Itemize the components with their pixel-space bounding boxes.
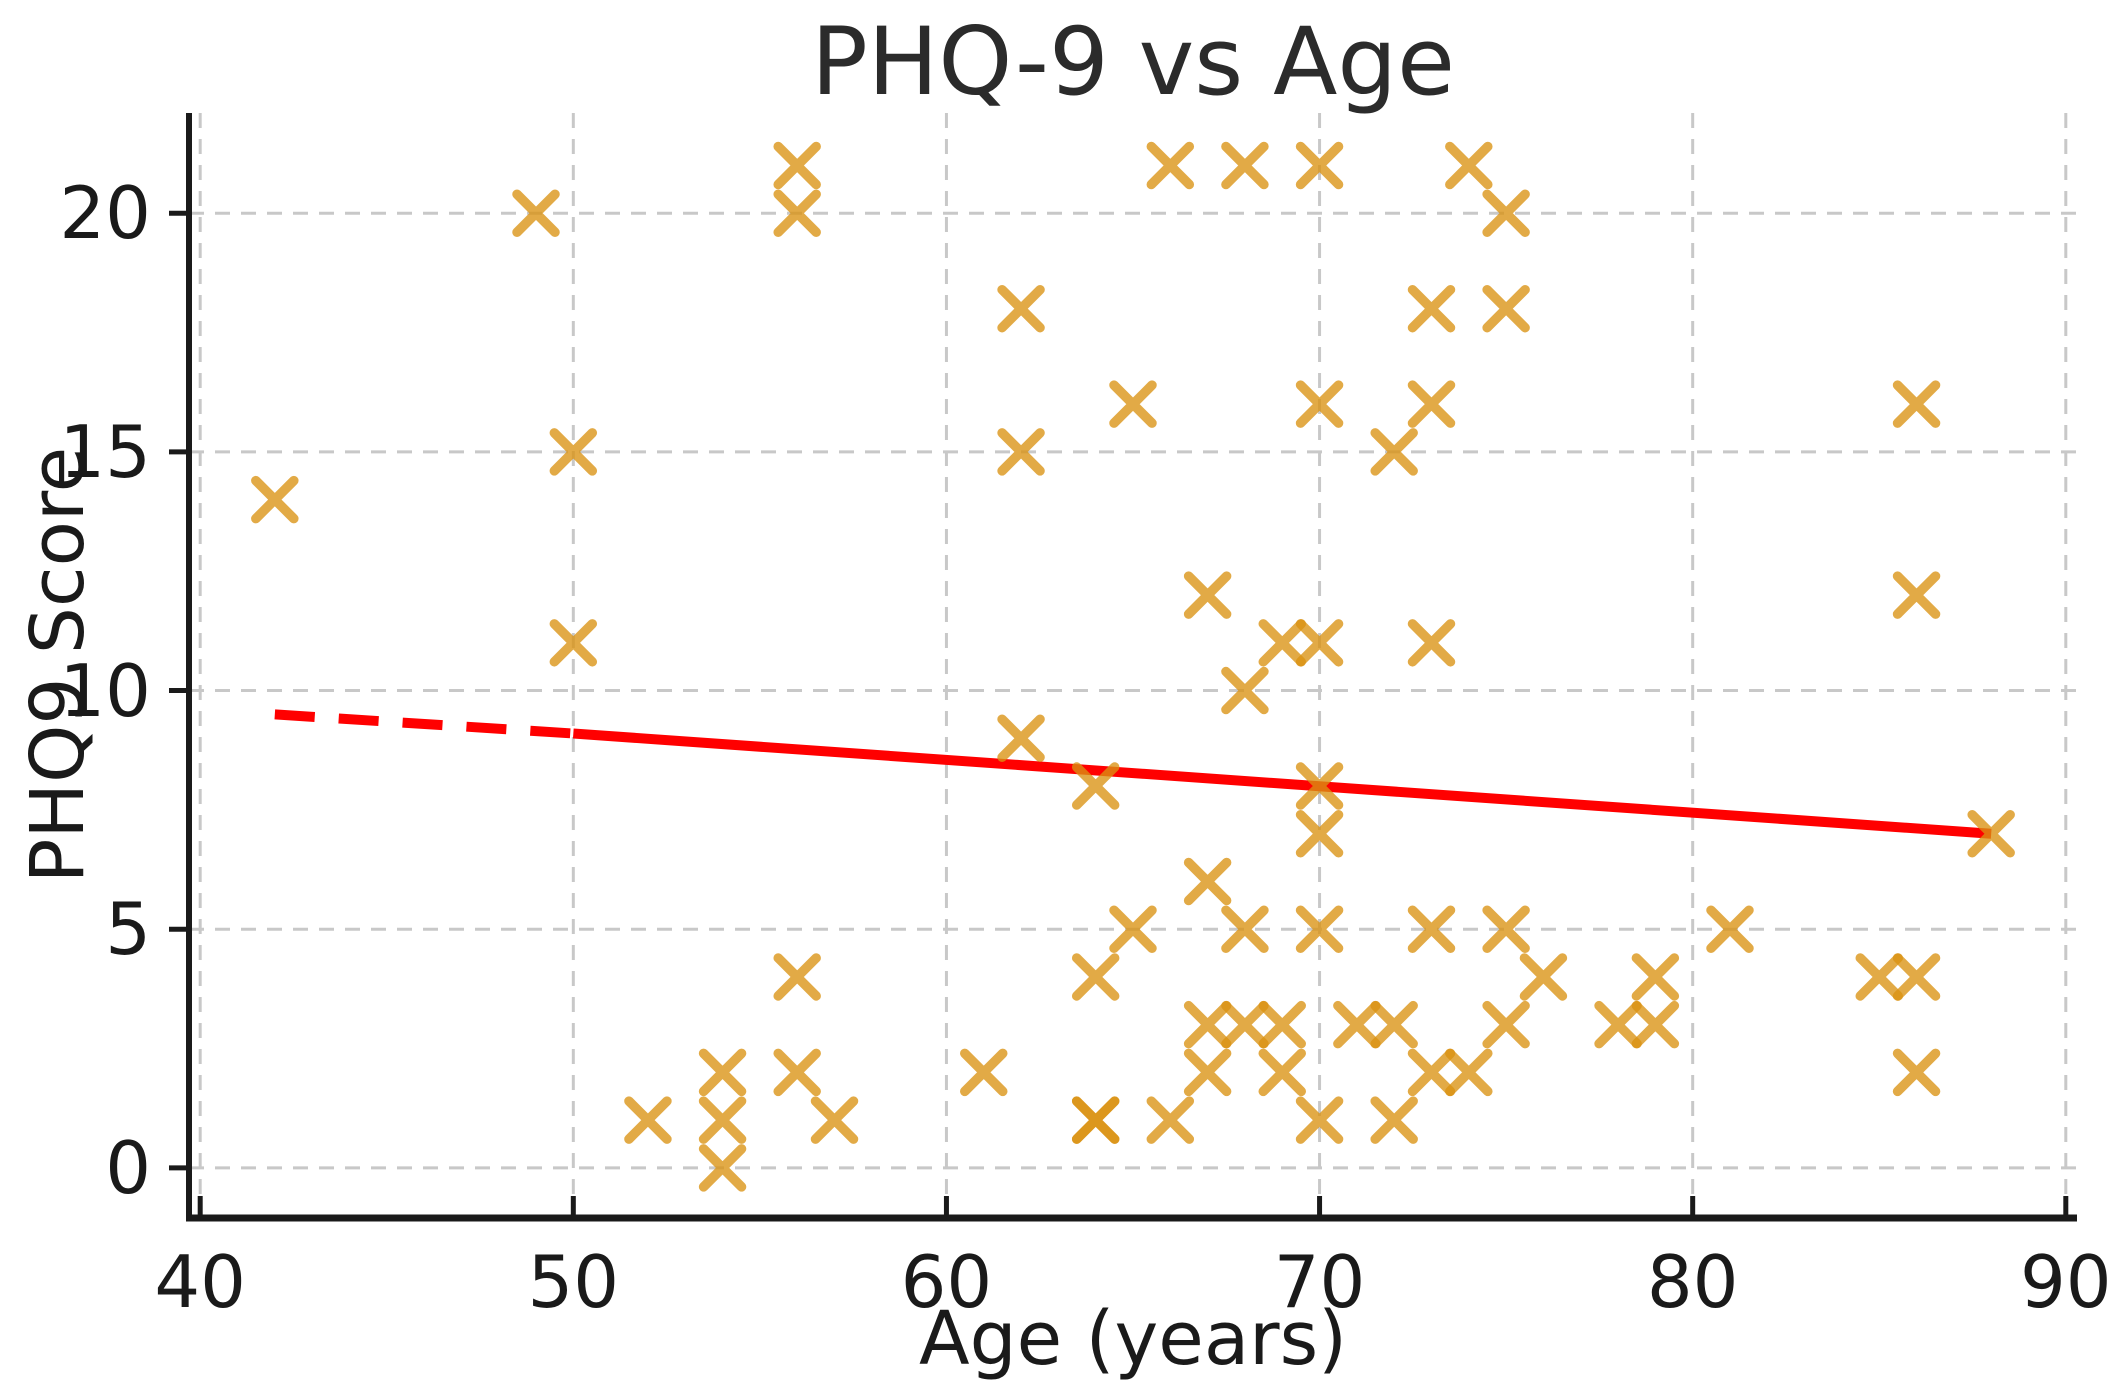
axis-tick-marks — [169, 210, 2069, 1218]
scatter-point — [1631, 953, 1680, 1001]
scatter-point — [1071, 1096, 1120, 1144]
scatter-point — [1482, 1000, 1530, 1049]
scatter-point — [1407, 1048, 1456, 1097]
scatter-point — [773, 1048, 821, 1097]
scatter-point — [698, 1144, 747, 1192]
scatter-point — [1071, 953, 1120, 1001]
scatter-point — [1706, 905, 1754, 953]
scatter-point — [1482, 905, 1530, 953]
x-tick-label: 90 — [2019, 1240, 2112, 1324]
scatter-point — [1445, 1048, 1493, 1097]
scatter-point — [1892, 1048, 1941, 1097]
scatter-point — [1892, 571, 1941, 619]
scatter-point — [1295, 619, 1344, 667]
scatter-point — [997, 428, 1045, 476]
scatter-point — [1221, 141, 1269, 190]
scatter-point — [698, 1048, 747, 1097]
scatter-point — [1370, 1000, 1418, 1049]
trend-line-solid — [572, 728, 1992, 839]
scatter-point — [1295, 762, 1344, 810]
scatter-point — [1221, 666, 1269, 715]
scatter-point — [1221, 1000, 1269, 1049]
scatter-point — [773, 953, 821, 1001]
scatter-point — [1221, 905, 1269, 953]
scatter-point — [1258, 1048, 1306, 1097]
scatter-point — [773, 189, 821, 237]
scatter-point — [1482, 284, 1530, 333]
scatter-point — [810, 1096, 859, 1144]
scatter-point — [1258, 619, 1306, 667]
scatter-point — [251, 475, 299, 524]
scatter-point — [1333, 1000, 1381, 1049]
trend-line-dashed — [274, 709, 574, 739]
scatter-point — [1258, 1000, 1306, 1049]
x-tick-label: 60 — [900, 1240, 993, 1324]
scatter-point — [1407, 905, 1456, 953]
chart-title: PHQ-9 vs Age — [811, 8, 1455, 117]
scatter-point — [1967, 810, 2015, 858]
scatter-point — [1183, 571, 1232, 619]
scatter-point — [1146, 141, 1195, 190]
scatter-point — [1071, 762, 1120, 810]
scatter-point — [960, 1048, 1008, 1097]
scatter-point — [1295, 1096, 1344, 1144]
scatter-markers — [251, 141, 2015, 1192]
scatter-point — [997, 284, 1045, 333]
scatter-point — [1482, 189, 1530, 237]
scatter-point — [1892, 380, 1941, 428]
scatter-point — [1295, 141, 1344, 190]
scatter-point — [1855, 953, 1903, 1001]
scatter-point — [1295, 810, 1344, 858]
y-tick-label: 20 — [59, 171, 151, 256]
scatter-point — [1407, 619, 1456, 667]
scatter-point — [1370, 1096, 1418, 1144]
scatter-point — [1183, 1048, 1232, 1097]
scatter-point — [1407, 284, 1456, 333]
y-tick-label: 10 — [59, 648, 151, 733]
scatter-point — [1146, 1096, 1195, 1144]
scatter-point — [1407, 380, 1456, 428]
x-tick-label: 70 — [1273, 1240, 1366, 1324]
trend-line — [274, 709, 1992, 839]
scatter-point — [1594, 1000, 1642, 1049]
scatter-point — [1892, 953, 1941, 1001]
grid-layer — [189, 113, 2077, 1218]
scatter-point — [1109, 380, 1157, 428]
scatter-point — [1183, 1000, 1232, 1049]
scatter-point — [698, 1096, 747, 1144]
scatter-point — [1445, 141, 1493, 190]
scatter-point — [997, 714, 1045, 763]
scatter-point — [773, 141, 821, 190]
scatter-point — [512, 189, 560, 237]
scatter-point — [549, 428, 598, 476]
scatter-point — [1631, 1000, 1680, 1049]
y-tick-label: 15 — [59, 409, 151, 494]
x-axis-label: Age (years) — [918, 1296, 1348, 1382]
scatter-point — [1183, 857, 1232, 906]
axis-spines — [186, 113, 2077, 1222]
x-tick-label: 80 — [1646, 1240, 1739, 1324]
scatter-point — [1370, 428, 1418, 476]
x-tick-label: 40 — [154, 1240, 246, 1324]
y-tick-label: 0 — [105, 1125, 151, 1210]
scatter-point — [1295, 905, 1344, 953]
x-tick-label: 50 — [527, 1240, 620, 1324]
y-tick-label: 5 — [105, 887, 151, 972]
scatter-point — [1109, 905, 1157, 953]
scatter-point — [624, 1096, 672, 1144]
scatter-point — [1295, 380, 1344, 428]
scatter-point — [549, 619, 598, 667]
scatter-point — [1519, 953, 1568, 1001]
